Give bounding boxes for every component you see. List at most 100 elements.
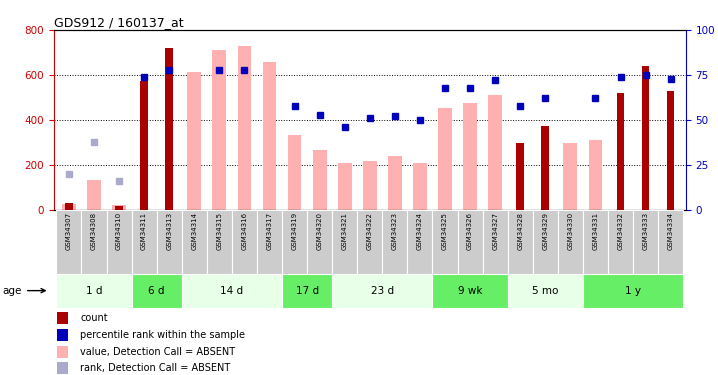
- Bar: [358, 210, 382, 274]
- Text: GSM34332: GSM34332: [617, 212, 623, 250]
- Bar: [432, 210, 457, 274]
- Bar: [438, 108, 452, 210]
- Bar: [516, 142, 524, 210]
- Text: GSM34327: GSM34327: [492, 212, 498, 250]
- Bar: [187, 72, 201, 210]
- Bar: [282, 274, 332, 308]
- Text: 1 d: 1 d: [85, 286, 102, 296]
- Bar: [667, 91, 674, 210]
- Bar: [337, 163, 352, 210]
- Bar: [332, 274, 432, 308]
- Bar: [382, 210, 407, 274]
- Bar: [112, 205, 126, 210]
- Bar: [288, 135, 302, 210]
- Bar: [57, 362, 68, 374]
- Bar: [106, 210, 131, 274]
- Bar: [62, 204, 76, 210]
- Bar: [508, 210, 533, 274]
- Bar: [617, 93, 624, 210]
- Text: GSM34316: GSM34316: [241, 212, 248, 250]
- Bar: [642, 66, 649, 210]
- Text: GSM34323: GSM34323: [392, 212, 398, 250]
- Text: GSM34314: GSM34314: [191, 212, 197, 250]
- Text: GSM34326: GSM34326: [467, 212, 473, 250]
- Text: GSM34331: GSM34331: [592, 212, 598, 250]
- Text: GSM34328: GSM34328: [517, 212, 523, 250]
- Text: GSM34324: GSM34324: [417, 212, 423, 250]
- Text: GSM34334: GSM34334: [668, 212, 673, 250]
- Bar: [57, 312, 68, 324]
- Text: GSM34307: GSM34307: [66, 212, 72, 250]
- Bar: [488, 95, 502, 210]
- Bar: [57, 346, 68, 358]
- Bar: [131, 274, 182, 308]
- Bar: [658, 210, 684, 274]
- Bar: [87, 180, 101, 210]
- Text: GSM34308: GSM34308: [91, 212, 97, 250]
- Bar: [207, 210, 232, 274]
- Bar: [157, 210, 182, 274]
- Bar: [263, 62, 276, 210]
- Text: 23 d: 23 d: [370, 286, 394, 296]
- Bar: [131, 210, 157, 274]
- Text: GSM34320: GSM34320: [317, 212, 322, 250]
- Text: GSM34317: GSM34317: [266, 212, 272, 250]
- Bar: [213, 50, 226, 210]
- Bar: [564, 143, 577, 210]
- Text: GDS912 / 160137_at: GDS912 / 160137_at: [54, 16, 184, 29]
- Text: GSM34310: GSM34310: [116, 212, 122, 250]
- Text: GSM34313: GSM34313: [166, 212, 172, 250]
- Bar: [81, 210, 106, 274]
- Bar: [57, 329, 68, 341]
- Text: GSM34325: GSM34325: [442, 212, 448, 250]
- Bar: [541, 126, 549, 210]
- Bar: [413, 163, 426, 210]
- Bar: [307, 210, 332, 274]
- Text: count: count: [80, 313, 108, 323]
- Bar: [232, 210, 257, 274]
- Text: 17 d: 17 d: [296, 286, 319, 296]
- Text: GSM34319: GSM34319: [292, 212, 297, 250]
- Bar: [116, 206, 123, 210]
- Text: percentile rank within the sample: percentile rank within the sample: [80, 330, 246, 340]
- Text: 6 d: 6 d: [149, 286, 165, 296]
- Bar: [56, 210, 81, 274]
- Text: GSM34322: GSM34322: [367, 212, 373, 250]
- Text: GSM34329: GSM34329: [542, 212, 549, 250]
- Bar: [508, 274, 583, 308]
- Text: GSM34321: GSM34321: [342, 212, 348, 250]
- Text: age: age: [3, 286, 45, 296]
- Text: 9 wk: 9 wk: [458, 286, 482, 296]
- Bar: [238, 46, 251, 210]
- Bar: [533, 210, 558, 274]
- Bar: [332, 210, 358, 274]
- Bar: [463, 103, 477, 210]
- Text: GSM34311: GSM34311: [141, 212, 147, 250]
- Bar: [482, 210, 508, 274]
- Text: 5 mo: 5 mo: [532, 286, 559, 296]
- Text: GSM34315: GSM34315: [216, 212, 223, 250]
- Bar: [282, 210, 307, 274]
- Text: GSM34330: GSM34330: [567, 212, 574, 250]
- Bar: [558, 210, 583, 274]
- Bar: [388, 156, 402, 210]
- Bar: [407, 210, 432, 274]
- Bar: [583, 210, 608, 274]
- Bar: [257, 210, 282, 274]
- Bar: [432, 274, 508, 308]
- Bar: [608, 210, 633, 274]
- Text: 14 d: 14 d: [220, 286, 243, 296]
- Bar: [363, 160, 377, 210]
- Bar: [65, 203, 73, 210]
- Bar: [633, 210, 658, 274]
- Text: 1 y: 1 y: [625, 286, 641, 296]
- Bar: [589, 140, 602, 210]
- Bar: [140, 81, 148, 210]
- Text: rank, Detection Call = ABSENT: rank, Detection Call = ABSENT: [80, 363, 230, 373]
- Bar: [56, 274, 131, 308]
- Bar: [583, 274, 684, 308]
- Bar: [182, 274, 282, 308]
- Bar: [313, 150, 327, 210]
- Bar: [457, 210, 482, 274]
- Text: GSM34333: GSM34333: [643, 212, 648, 250]
